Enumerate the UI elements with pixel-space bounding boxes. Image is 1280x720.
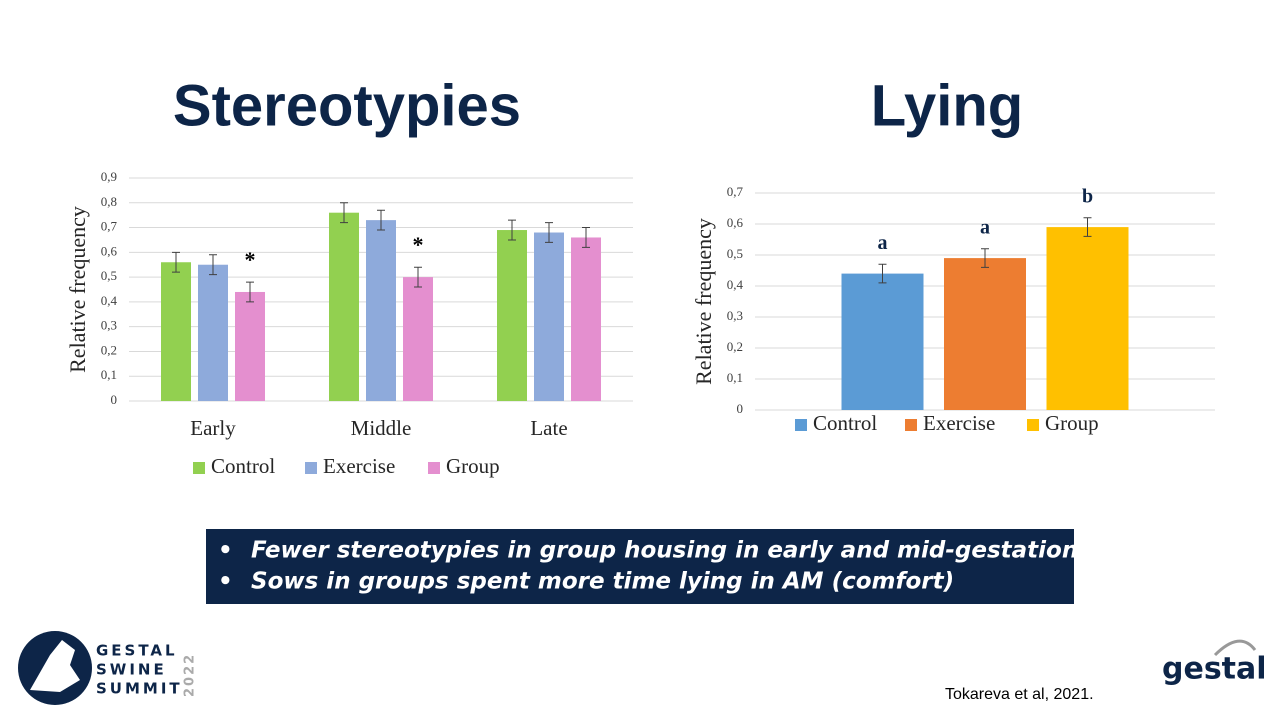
x-tick-label: Middle (351, 416, 412, 440)
y-tick-label: 0 (111, 392, 118, 407)
annotation: a (980, 216, 990, 238)
bullet: Sows in groups spent more time lying in … (251, 569, 954, 595)
x-tick-label: Late (530, 416, 567, 440)
error-bar (377, 209, 385, 231)
summary-box (206, 529, 1074, 604)
bullet-dot: • (218, 569, 233, 595)
bar (329, 212, 359, 401)
legend-swatch (905, 419, 917, 431)
bar (841, 273, 924, 410)
citation: Tokareva et al, 2021. (945, 686, 1094, 703)
error-bar (246, 281, 254, 303)
legend-label: Control (211, 454, 275, 478)
legend-swatch (305, 462, 317, 474)
logo-text: GESTAL (96, 642, 178, 660)
logo-swoosh (1213, 639, 1257, 657)
y-tick-label: 0,1 (101, 367, 117, 382)
y-tick-label: 0 (737, 401, 744, 416)
logo-brand: gestal (1162, 652, 1267, 687)
y-tick-label: 0,6 (727, 215, 744, 230)
error-bar (1083, 217, 1092, 237)
legend-label: Exercise (323, 454, 395, 478)
error-bar (545, 222, 553, 243)
y-axis-label: Relative frequency (691, 218, 716, 385)
y-tick-label: 0,8 (101, 194, 117, 209)
legend-swatch (795, 419, 807, 431)
legend-label: Exercise (923, 411, 995, 435)
bar (1046, 227, 1129, 410)
legend-swatch (428, 462, 440, 474)
chart-title: Stereotypies (173, 73, 521, 138)
bar (198, 264, 228, 401)
y-tick-label: 0,4 (101, 293, 118, 308)
annotation: b (1082, 185, 1093, 207)
error-bar (981, 248, 989, 268)
chart-title: Lying (871, 73, 1024, 138)
error-bar (209, 254, 217, 276)
y-tick-label: 0,4 (727, 277, 744, 292)
legend-label: Group (1045, 411, 1099, 435)
bar (534, 232, 564, 401)
error-bar (172, 251, 180, 273)
y-tick-label: 0,5 (101, 268, 117, 283)
error-bar (582, 227, 590, 248)
bar (944, 258, 1026, 410)
legend-swatch (193, 462, 205, 474)
bar (235, 291, 265, 401)
y-tick-label: 0,2 (727, 339, 743, 354)
bullet-dot: • (218, 538, 233, 564)
y-tick-label: 0,3 (727, 308, 743, 323)
bar (161, 262, 191, 401)
annotation: a (878, 232, 888, 254)
y-tick-label: 0,1 (727, 370, 743, 385)
legend-swatch (1027, 419, 1039, 431)
y-tick-label: 0,6 (101, 243, 118, 258)
bar (366, 220, 396, 401)
y-tick-label: 0,2 (101, 342, 117, 357)
annotation: * (245, 247, 256, 272)
bar (497, 230, 527, 401)
y-tick-label: 0,7 (101, 219, 118, 234)
annotation: * (413, 232, 424, 257)
logo-text: SUMMIT (96, 680, 183, 698)
y-axis-label: Relative frequency (65, 206, 90, 373)
error-bar (340, 202, 348, 224)
x-tick-label: Early (190, 416, 236, 440)
bullet: Fewer stereotypies in group housing in e… (251, 538, 1078, 564)
error-bar (508, 219, 516, 241)
bar (403, 277, 433, 401)
logo-text: SWINE (96, 661, 167, 679)
y-tick-label: 0,5 (727, 246, 743, 261)
bar (571, 237, 601, 401)
error-bar (878, 263, 887, 284)
error-bar (414, 266, 422, 288)
logo-pig (30, 640, 80, 692)
y-tick-label: 0,7 (727, 184, 744, 199)
legend-label: Group (446, 454, 500, 478)
y-tick-label: 0,3 (101, 318, 117, 333)
logo-year: 2022 (183, 653, 198, 697)
legend-label: Control (813, 411, 877, 435)
y-tick-label: 0,9 (101, 169, 117, 184)
